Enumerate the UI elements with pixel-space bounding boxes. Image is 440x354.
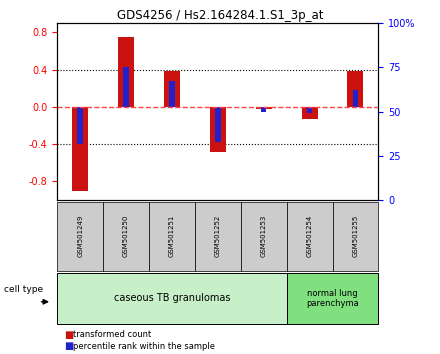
- Text: GSM501254: GSM501254: [307, 215, 312, 257]
- Text: transformed count: transformed count: [73, 330, 151, 339]
- Text: GDS4256 / Hs2.164284.1.S1_3p_at: GDS4256 / Hs2.164284.1.S1_3p_at: [117, 9, 323, 22]
- Bar: [261, 107, 267, 112]
- Text: ■: ■: [64, 330, 73, 339]
- Text: normal lung
parenchyma: normal lung parenchyma: [306, 289, 359, 308]
- Bar: [164, 72, 180, 107]
- Bar: [348, 72, 363, 107]
- Bar: [118, 37, 134, 107]
- Text: GSM501251: GSM501251: [169, 215, 175, 257]
- Bar: [307, 107, 312, 113]
- Text: GSM501252: GSM501252: [215, 215, 221, 257]
- Text: GSM501249: GSM501249: [77, 215, 83, 257]
- Bar: [353, 90, 358, 107]
- Text: ■: ■: [64, 341, 73, 351]
- Bar: [123, 67, 129, 107]
- Text: cell type: cell type: [4, 285, 44, 294]
- Text: GSM501255: GSM501255: [352, 215, 359, 257]
- Bar: [169, 81, 175, 107]
- Text: GSM501250: GSM501250: [123, 215, 129, 257]
- Bar: [77, 107, 83, 144]
- Bar: [215, 107, 220, 142]
- Bar: [72, 107, 88, 191]
- Text: GSM501253: GSM501253: [260, 215, 267, 257]
- Text: percentile rank within the sample: percentile rank within the sample: [73, 342, 215, 351]
- Bar: [210, 107, 226, 152]
- Bar: [256, 107, 272, 109]
- Text: caseous TB granulomas: caseous TB granulomas: [114, 293, 230, 303]
- Bar: [301, 107, 318, 119]
